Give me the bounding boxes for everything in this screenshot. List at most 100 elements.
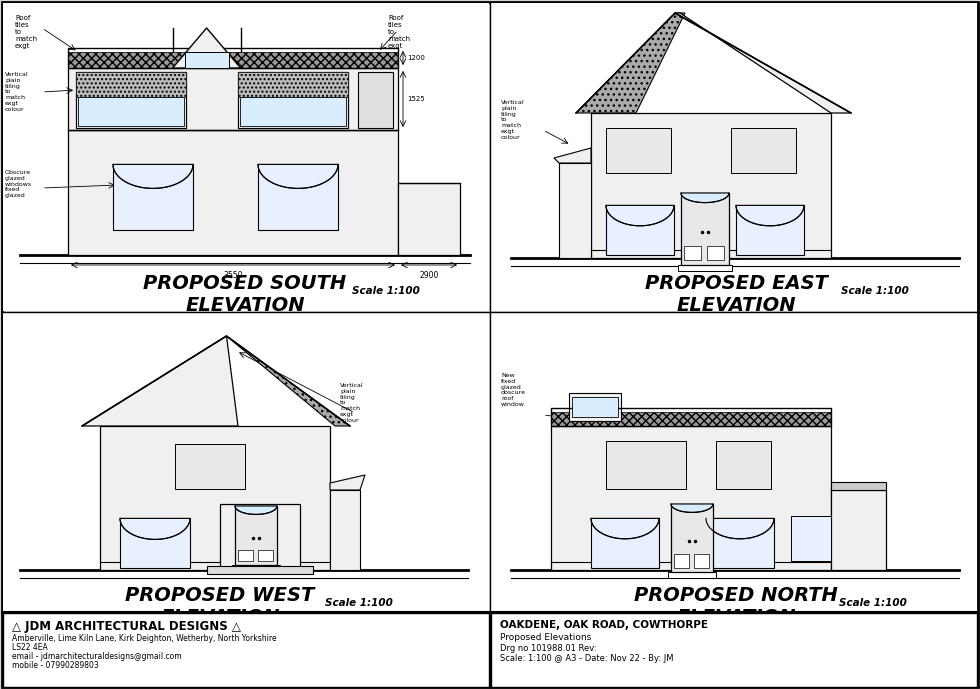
- Bar: [678, 265, 732, 271]
- Bar: [491, 613, 977, 687]
- Text: Proposed Elevations: Proposed Elevations: [500, 633, 591, 642]
- Text: Amberville, Lime Kiln Lane, Kirk Deighton, Wetherby, North Yorkshire: Amberville, Lime Kiln Lane, Kirk Deighto…: [12, 634, 276, 643]
- Bar: [78, 97, 184, 126]
- Text: PROPOSED EAST
ELEVATION: PROPOSED EAST ELEVATION: [645, 274, 827, 315]
- Text: 1525: 1525: [407, 96, 424, 102]
- Bar: [76, 72, 186, 128]
- Bar: [831, 490, 886, 570]
- Bar: [113, 165, 193, 230]
- Bar: [240, 97, 346, 126]
- Polygon shape: [591, 518, 659, 539]
- Bar: [220, 504, 300, 570]
- Polygon shape: [551, 412, 831, 426]
- Bar: [551, 426, 831, 570]
- Text: email - jdmarchitecturaldesigns@gmail.com: email - jdmarchitecturaldesigns@gmail.co…: [12, 652, 181, 661]
- Polygon shape: [226, 336, 350, 426]
- Polygon shape: [82, 336, 238, 426]
- Bar: [68, 68, 398, 130]
- Text: Drg no 101988.01 Rev:: Drg no 101988.01 Rev:: [500, 644, 597, 653]
- Text: mobile - 07990289803: mobile - 07990289803: [12, 661, 99, 670]
- Text: PROPOSED SOUTH
ELEVATION: PROPOSED SOUTH ELEVATION: [143, 274, 347, 315]
- Bar: [606, 441, 686, 489]
- Polygon shape: [120, 518, 190, 539]
- Text: Scale: 1:100 @ A3 - Date: Nov 22 - By: JM: Scale: 1:100 @ A3 - Date: Nov 22 - By: J…: [500, 654, 673, 663]
- Text: 3550: 3550: [223, 271, 243, 280]
- Text: 1200: 1200: [407, 55, 425, 61]
- Text: Roof
tiles
to
match
exgt: Roof tiles to match exgt: [388, 15, 410, 49]
- Polygon shape: [113, 165, 193, 188]
- Bar: [684, 246, 701, 260]
- Polygon shape: [258, 165, 338, 188]
- Bar: [591, 518, 659, 568]
- Text: Scale 1:100: Scale 1:100: [839, 598, 906, 608]
- Bar: [3, 613, 489, 687]
- Bar: [175, 444, 245, 489]
- Bar: [68, 48, 398, 68]
- Text: Scale 1:100: Scale 1:100: [841, 286, 908, 296]
- Polygon shape: [671, 504, 713, 513]
- Bar: [736, 205, 804, 255]
- Bar: [330, 490, 360, 570]
- Bar: [591, 113, 831, 258]
- Polygon shape: [172, 28, 241, 68]
- Bar: [668, 572, 716, 578]
- Bar: [358, 72, 393, 128]
- Text: Obscure
glazed
windows
fixed
glazed: Obscure glazed windows fixed glazed: [5, 170, 32, 198]
- Bar: [694, 555, 709, 568]
- Text: △ JDM ARCHITECTURAL DESIGNS △: △ JDM ARCHITECTURAL DESIGNS △: [12, 620, 241, 633]
- Polygon shape: [68, 52, 398, 68]
- Bar: [100, 426, 330, 570]
- Text: New
fixed
glazed
obscure
roof
window: New fixed glazed obscure roof window: [501, 373, 526, 407]
- Text: Vertical
plain
tiling
to
match
exgt
colour: Vertical plain tiling to match exgt colo…: [340, 383, 364, 423]
- Bar: [681, 193, 729, 265]
- Bar: [791, 516, 831, 561]
- Bar: [491, 613, 977, 687]
- Text: Vertical
plain
tiling
to
match
exgt
colour: Vertical plain tiling to match exgt colo…: [5, 72, 28, 112]
- Bar: [68, 130, 398, 255]
- Bar: [572, 397, 618, 417]
- Bar: [238, 72, 348, 128]
- Bar: [551, 408, 831, 426]
- Bar: [731, 128, 796, 173]
- Bar: [674, 555, 689, 568]
- Bar: [235, 506, 277, 565]
- Text: 2900: 2900: [419, 271, 439, 280]
- Bar: [491, 313, 977, 611]
- Text: PROPOSED WEST
ELEVATION: PROPOSED WEST ELEVATION: [125, 586, 315, 627]
- Bar: [184, 52, 228, 68]
- Polygon shape: [554, 148, 591, 163]
- Polygon shape: [576, 13, 685, 113]
- Polygon shape: [736, 205, 804, 226]
- Polygon shape: [706, 518, 774, 539]
- Text: OAKDENE, OAK ROAD, COWTHORPE: OAKDENE, OAK ROAD, COWTHORPE: [500, 620, 708, 630]
- Bar: [569, 393, 621, 421]
- Polygon shape: [606, 205, 674, 226]
- Bar: [232, 565, 280, 570]
- Bar: [258, 550, 272, 561]
- Polygon shape: [675, 13, 851, 113]
- Polygon shape: [330, 475, 365, 490]
- Bar: [207, 566, 313, 574]
- Text: Vertical
plain
tiling
to
match
exgt
colour: Vertical plain tiling to match exgt colo…: [501, 100, 524, 140]
- Bar: [3, 613, 489, 687]
- Bar: [120, 518, 190, 568]
- Bar: [491, 3, 977, 311]
- Bar: [831, 482, 886, 490]
- Bar: [671, 504, 713, 572]
- Text: PROPOSED NORTH
ELEVATION: PROPOSED NORTH ELEVATION: [634, 586, 838, 627]
- Text: Scale 1:100: Scale 1:100: [325, 598, 393, 608]
- Bar: [238, 550, 253, 561]
- Bar: [716, 441, 771, 489]
- Bar: [706, 518, 774, 568]
- Bar: [606, 205, 674, 255]
- Polygon shape: [235, 506, 277, 515]
- Bar: [606, 128, 671, 173]
- Bar: [3, 3, 489, 311]
- Text: Scale 1:100: Scale 1:100: [352, 286, 419, 296]
- Bar: [258, 165, 338, 230]
- Polygon shape: [681, 193, 729, 203]
- Bar: [398, 183, 460, 255]
- Bar: [707, 246, 724, 260]
- Text: Roof
tiles
to
match
exgt: Roof tiles to match exgt: [15, 15, 37, 49]
- Polygon shape: [76, 72, 186, 97]
